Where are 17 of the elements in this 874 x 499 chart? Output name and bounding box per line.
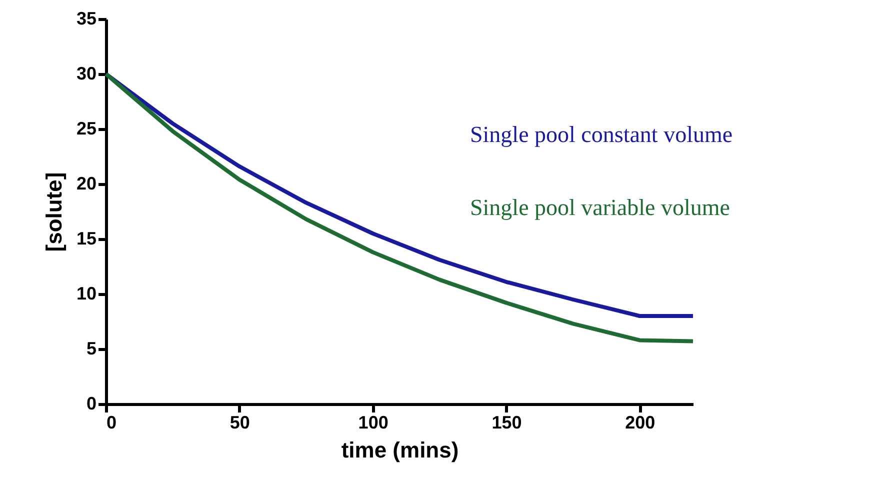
x-tick-label: 50: [230, 412, 250, 432]
x-tick-label: 200: [625, 412, 656, 432]
y-tick-label: 35: [76, 8, 96, 28]
y-tick-label: 15: [76, 228, 96, 248]
x-tick-label: 150: [492, 412, 522, 432]
y-tick-label: 5: [86, 338, 96, 358]
y-tick-label: 25: [76, 118, 96, 138]
y-tick-label: 0: [86, 394, 96, 414]
text: Single pool constant volume: [470, 122, 733, 147]
y-tick-label: 10: [76, 284, 96, 304]
x-tick-label: 0: [106, 412, 117, 432]
x-tick-label: 100: [358, 412, 388, 432]
y-axis-title: [solute]: [41, 172, 66, 252]
y-tick-label: 30: [76, 64, 96, 84]
y-tick-label: 20: [76, 174, 96, 194]
text: Single pool variable volume: [470, 195, 730, 220]
x-axis-title: time (mins): [341, 438, 459, 462]
